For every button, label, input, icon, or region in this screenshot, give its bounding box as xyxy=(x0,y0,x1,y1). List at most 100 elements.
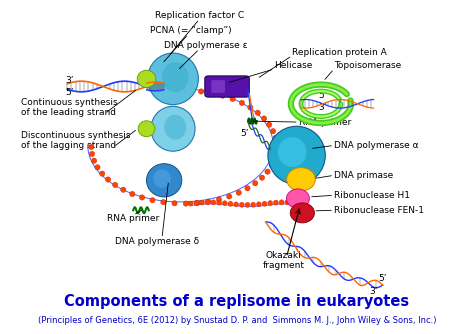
Ellipse shape xyxy=(147,53,199,105)
Text: of the leading strand: of the leading strand xyxy=(21,108,116,117)
Ellipse shape xyxy=(91,158,97,163)
Text: Helicase: Helicase xyxy=(274,61,313,70)
Ellipse shape xyxy=(269,163,274,168)
Ellipse shape xyxy=(162,62,189,92)
Text: 3’: 3’ xyxy=(319,103,327,112)
Ellipse shape xyxy=(248,105,253,110)
Ellipse shape xyxy=(251,202,255,207)
Ellipse shape xyxy=(259,175,264,180)
Text: RNA primer: RNA primer xyxy=(107,214,159,223)
Ellipse shape xyxy=(256,202,261,207)
Text: Ribonuclease FEN-1: Ribonuclease FEN-1 xyxy=(334,206,424,215)
Ellipse shape xyxy=(106,177,111,182)
Ellipse shape xyxy=(100,171,105,176)
Ellipse shape xyxy=(187,88,192,93)
Ellipse shape xyxy=(245,202,250,207)
Ellipse shape xyxy=(265,169,270,174)
Ellipse shape xyxy=(150,197,155,203)
Ellipse shape xyxy=(239,202,244,207)
Ellipse shape xyxy=(253,181,258,186)
Ellipse shape xyxy=(287,168,315,191)
Text: DNA polymerase α: DNA polymerase α xyxy=(334,141,419,150)
Ellipse shape xyxy=(130,191,135,197)
Ellipse shape xyxy=(172,201,177,206)
Ellipse shape xyxy=(199,89,204,94)
Ellipse shape xyxy=(230,96,235,102)
Ellipse shape xyxy=(279,200,284,205)
Text: PCNA (= “clamp”): PCNA (= “clamp”) xyxy=(150,26,231,35)
Text: Continuous synthesis: Continuous synthesis xyxy=(21,98,117,107)
Ellipse shape xyxy=(273,135,278,141)
Ellipse shape xyxy=(268,201,273,206)
Ellipse shape xyxy=(270,129,276,134)
Text: 3’: 3’ xyxy=(369,287,378,296)
Text: 5’: 5’ xyxy=(65,88,73,97)
Text: Replication protein A: Replication protein A xyxy=(292,48,387,57)
Ellipse shape xyxy=(291,200,295,205)
Ellipse shape xyxy=(151,106,195,151)
Ellipse shape xyxy=(112,182,118,188)
Ellipse shape xyxy=(245,186,250,191)
Ellipse shape xyxy=(262,201,267,206)
Ellipse shape xyxy=(194,200,199,205)
FancyBboxPatch shape xyxy=(211,80,225,93)
Ellipse shape xyxy=(89,144,94,150)
Ellipse shape xyxy=(121,187,126,192)
Ellipse shape xyxy=(161,199,166,205)
Ellipse shape xyxy=(273,200,278,205)
Text: 5’: 5’ xyxy=(378,274,387,283)
Ellipse shape xyxy=(278,137,307,167)
Ellipse shape xyxy=(153,169,171,188)
Text: of the lagging strand: of the lagging strand xyxy=(21,141,116,150)
Ellipse shape xyxy=(274,142,279,148)
FancyBboxPatch shape xyxy=(205,76,249,97)
Ellipse shape xyxy=(146,164,182,197)
Ellipse shape xyxy=(268,126,325,184)
Text: 3’: 3’ xyxy=(65,76,73,85)
Ellipse shape xyxy=(236,190,241,195)
Text: fragment: fragment xyxy=(262,261,304,270)
Ellipse shape xyxy=(228,201,233,206)
Text: Replication factor C: Replication factor C xyxy=(155,11,244,20)
Ellipse shape xyxy=(206,199,211,204)
Ellipse shape xyxy=(239,100,245,106)
Ellipse shape xyxy=(234,202,238,207)
Ellipse shape xyxy=(285,200,290,205)
Ellipse shape xyxy=(176,88,181,93)
Ellipse shape xyxy=(296,201,301,206)
Ellipse shape xyxy=(183,201,189,206)
Text: DNA polymerase δ: DNA polymerase δ xyxy=(116,237,200,246)
Ellipse shape xyxy=(217,200,221,205)
Text: Ribonuclease H1: Ribonuclease H1 xyxy=(334,191,410,200)
Ellipse shape xyxy=(139,195,145,200)
Ellipse shape xyxy=(138,121,155,137)
Ellipse shape xyxy=(290,203,314,223)
Ellipse shape xyxy=(266,122,272,127)
Ellipse shape xyxy=(200,200,204,205)
Text: DNA primase: DNA primase xyxy=(334,171,393,180)
Ellipse shape xyxy=(272,156,277,161)
Text: Discontinuous synthesis: Discontinuous synthesis xyxy=(21,131,130,140)
Ellipse shape xyxy=(188,201,193,206)
Ellipse shape xyxy=(222,201,227,206)
Text: 5’: 5’ xyxy=(319,91,327,100)
Text: DNA polymerase ε: DNA polymerase ε xyxy=(164,41,248,50)
Ellipse shape xyxy=(262,116,267,121)
Text: RNA primer: RNA primer xyxy=(299,118,351,127)
Ellipse shape xyxy=(137,70,156,88)
Text: 5’: 5’ xyxy=(241,129,249,138)
Ellipse shape xyxy=(286,189,310,208)
Ellipse shape xyxy=(211,200,216,205)
Ellipse shape xyxy=(274,149,279,154)
Ellipse shape xyxy=(220,93,225,98)
Text: Topoisomerase: Topoisomerase xyxy=(334,61,401,70)
Text: Okazaki: Okazaki xyxy=(265,250,301,260)
Text: Components of a replisome in eukaryotes: Components of a replisome in eukaryotes xyxy=(64,294,410,309)
Ellipse shape xyxy=(255,110,260,116)
Ellipse shape xyxy=(194,200,200,206)
Ellipse shape xyxy=(227,194,232,199)
Ellipse shape xyxy=(216,197,222,202)
Ellipse shape xyxy=(95,165,100,170)
Ellipse shape xyxy=(164,115,186,140)
Text: (Principles of Genetics, 6E (2012) by Snustad D. P. and  Simmons M. J., John Wil: (Principles of Genetics, 6E (2012) by Sn… xyxy=(38,316,436,325)
